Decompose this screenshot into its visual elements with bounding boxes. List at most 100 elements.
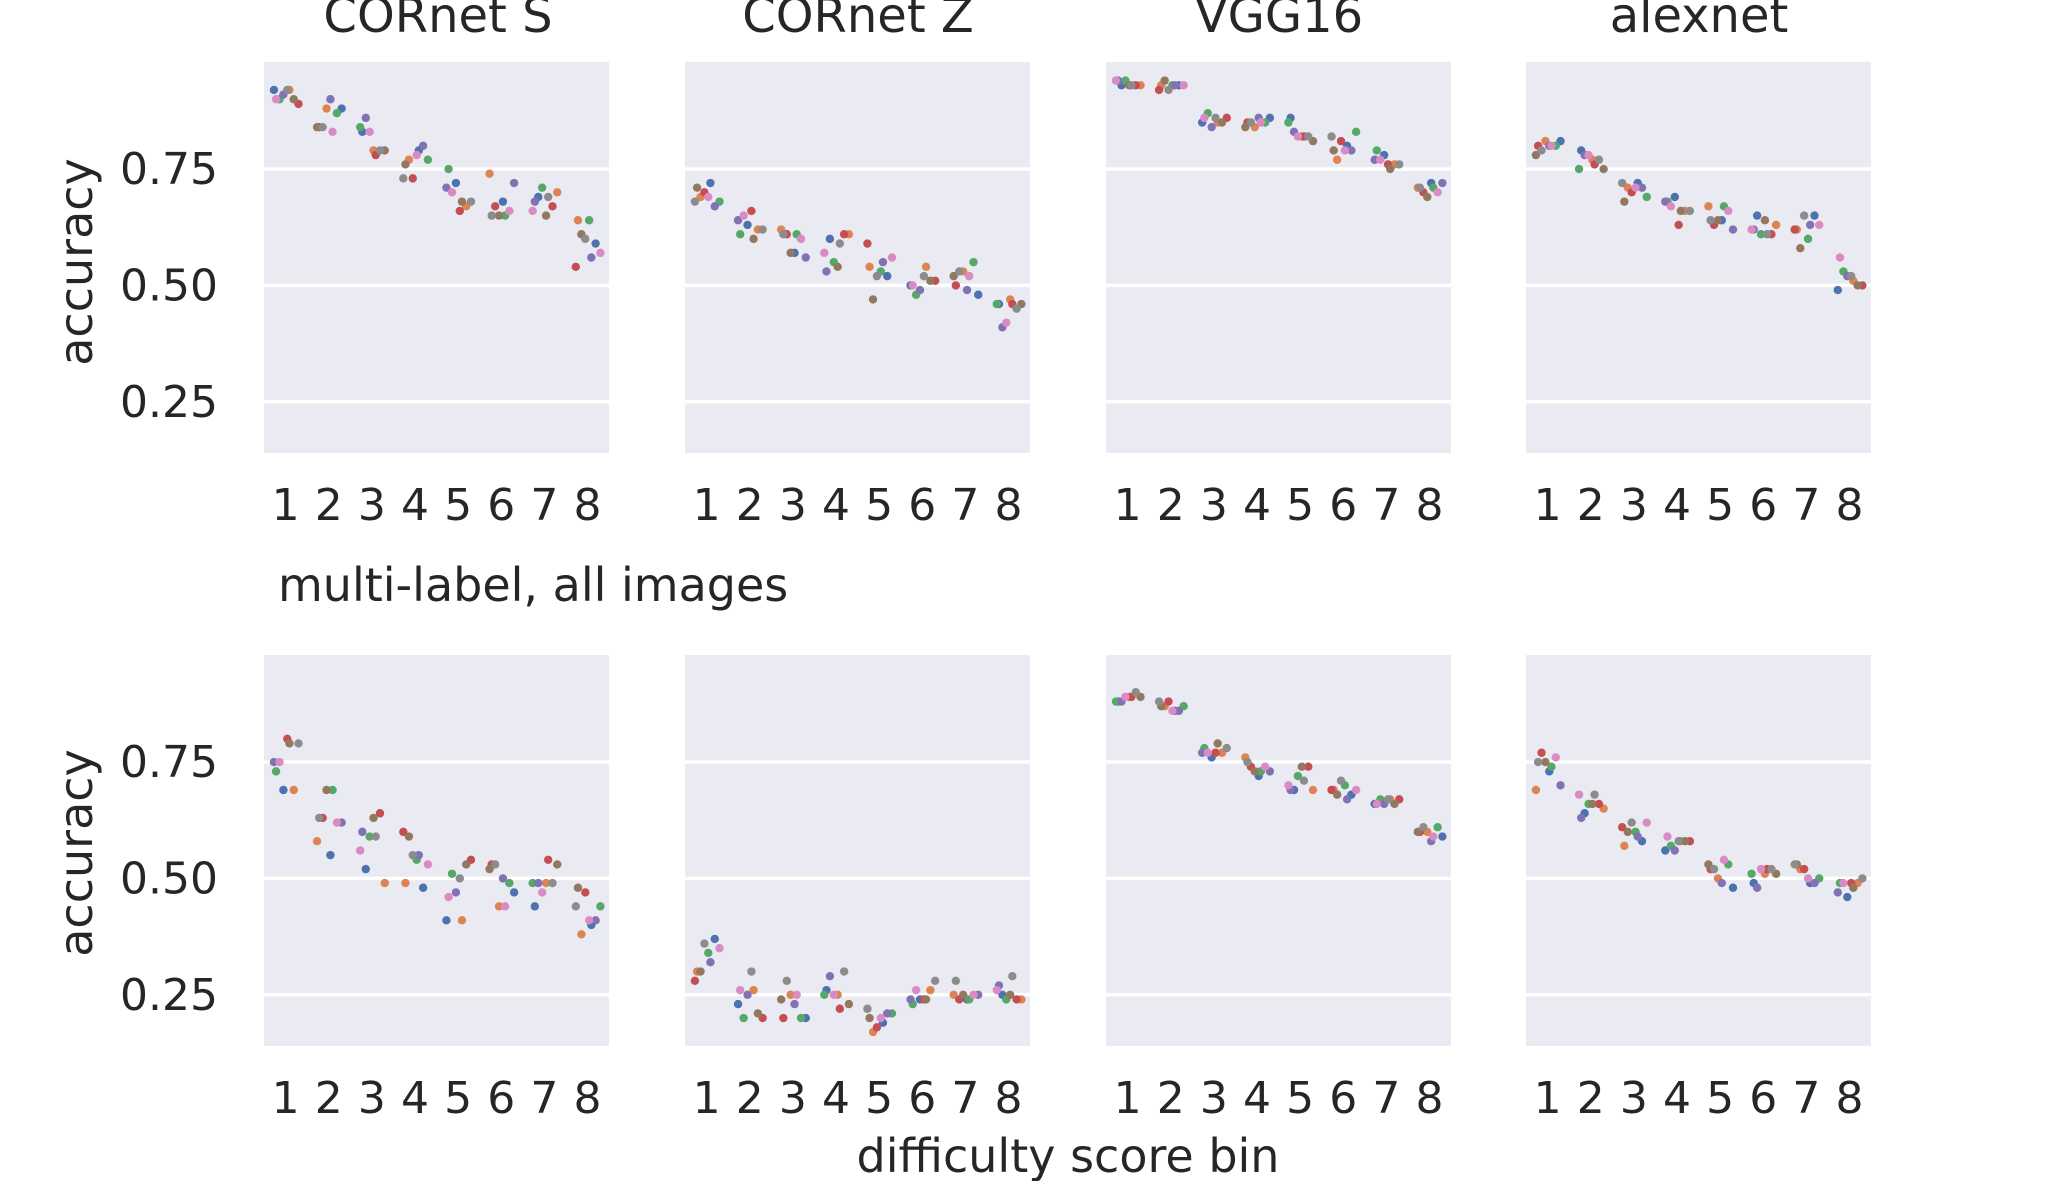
data-point — [887, 253, 897, 262]
data-point — [1790, 225, 1799, 234]
data-point — [1284, 118, 1293, 127]
data-point — [974, 290, 983, 299]
data-point — [949, 990, 958, 999]
data-point — [543, 192, 553, 202]
data-point — [820, 990, 829, 999]
data-point — [951, 976, 961, 986]
data-point — [1762, 230, 1772, 239]
data-point — [1709, 864, 1719, 874]
data-point — [285, 739, 294, 748]
data-point — [1347, 146, 1356, 155]
data-point — [835, 1004, 845, 1013]
column-title-4: alexnet — [1610, 0, 1789, 44]
data-point — [1590, 790, 1599, 799]
x-tick-label: 6 — [487, 1073, 515, 1124]
data-point — [1799, 211, 1809, 220]
data-point — [1222, 743, 1231, 753]
data-point — [1385, 164, 1395, 174]
data-point — [1803, 874, 1813, 883]
data-point — [1547, 141, 1556, 150]
data-point — [442, 183, 451, 192]
data-point — [1351, 127, 1361, 137]
data-point — [690, 197, 700, 206]
x-tick-label: 3 — [779, 480, 807, 531]
data-point — [361, 113, 370, 123]
data-point — [1835, 253, 1845, 262]
data-point — [328, 127, 337, 137]
data-point — [1299, 776, 1309, 785]
data-point — [1599, 164, 1608, 174]
x-tick-label: 6 — [1749, 1073, 1777, 1124]
data-point — [1747, 225, 1756, 234]
data-point — [581, 888, 590, 897]
x-tick-label: 6 — [487, 480, 515, 531]
data-point — [455, 874, 464, 883]
x-tick-label: 4 — [822, 480, 850, 531]
data-point — [796, 234, 806, 244]
x-tick-label: 5 — [444, 1073, 472, 1124]
x-tick-label: 3 — [1620, 1073, 1648, 1124]
data-point — [312, 836, 322, 846]
data-point — [704, 192, 713, 202]
data-point — [1674, 836, 1683, 846]
data-point — [451, 178, 461, 188]
data-point — [462, 860, 471, 869]
x-tick-label: 3 — [1620, 480, 1648, 531]
data-point — [969, 257, 978, 267]
x-tick-label: 1 — [1114, 1073, 1142, 1124]
panel-background — [1526, 655, 1871, 1046]
data-point — [404, 832, 414, 841]
data-point — [485, 864, 494, 874]
x-tick-label: 7 — [951, 480, 979, 531]
data-point — [1623, 827, 1632, 837]
data-point — [1541, 757, 1550, 767]
row-title-2: multi-label, all images — [278, 558, 788, 612]
data-point — [1846, 271, 1856, 281]
y-tick-label: 0.50 — [120, 853, 218, 904]
data-point — [322, 785, 331, 795]
data-point — [1747, 869, 1756, 878]
data-point — [1200, 113, 1209, 123]
data-point — [1815, 220, 1824, 230]
data-point — [487, 211, 496, 220]
data-point — [1390, 799, 1399, 809]
data-point — [1805, 220, 1815, 230]
data-point — [1577, 813, 1586, 823]
data-point — [490, 202, 500, 211]
data-point — [964, 271, 974, 281]
data-point — [1724, 206, 1733, 216]
data-point — [733, 216, 743, 225]
data-point — [1111, 76, 1121, 85]
data-point — [1438, 832, 1447, 841]
data-point — [1336, 136, 1346, 146]
data-point — [1704, 860, 1713, 869]
data-point — [1154, 85, 1164, 95]
x-tick-label: 3 — [358, 1073, 386, 1124]
x-tick-label: 1 — [272, 1073, 300, 1124]
data-point — [1556, 781, 1565, 790]
data-point — [466, 197, 476, 206]
data-point — [375, 809, 385, 818]
data-point — [906, 995, 915, 1004]
data-point — [1127, 81, 1136, 90]
data-point — [1250, 767, 1259, 776]
data-point — [1547, 762, 1556, 771]
data-point — [1843, 892, 1852, 902]
data-point — [776, 995, 786, 1004]
data-point — [498, 197, 508, 206]
data-point — [1713, 216, 1723, 225]
data-point — [835, 239, 845, 248]
data-point — [1329, 146, 1338, 155]
data-point — [779, 1013, 788, 1023]
data-point — [926, 985, 935, 995]
data-point — [1584, 150, 1593, 160]
data-point — [530, 902, 540, 911]
data-point — [369, 813, 378, 823]
data-point — [1531, 785, 1541, 795]
data-point — [537, 183, 547, 192]
data-point — [753, 1009, 763, 1018]
data-point — [375, 146, 385, 155]
